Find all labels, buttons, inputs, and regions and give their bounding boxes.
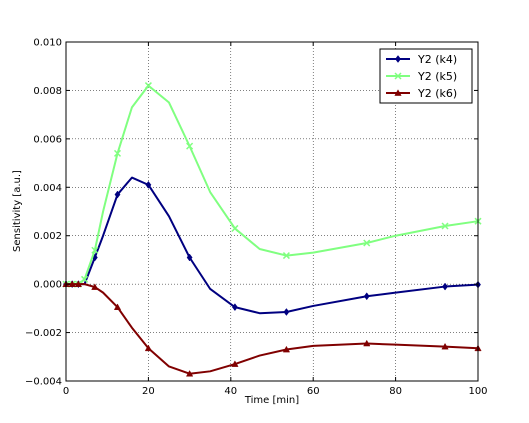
series-3-point: [74, 280, 82, 287]
series-2-point: [282, 252, 290, 260]
x-tick-label: 100: [468, 386, 487, 397]
y-tick-label: 0.008: [33, 86, 62, 97]
series-2-point-stroke: [91, 246, 99, 254]
legend-marker: [394, 72, 402, 80]
series-2-point: [91, 246, 99, 254]
series-2-point-stroke: [441, 222, 449, 230]
y-tick-label: −0.004: [25, 377, 62, 388]
series-3-point: [68, 280, 76, 287]
series-1-point: [442, 282, 448, 291]
x-axis-label: Time [min]: [244, 395, 299, 406]
series-3-point: [185, 370, 194, 377]
series-1-point: [363, 292, 370, 301]
y-axis-label: Sensitivity [a.u.]: [12, 170, 23, 252]
series-1-point: [186, 253, 193, 262]
legend-label: Y2 (k4): [417, 53, 457, 66]
legend-entry: Y2 (k4): [386, 53, 457, 66]
series-1-point: [145, 180, 152, 189]
legend-marker-stroke: [394, 72, 402, 80]
axis-ticks: 0 20 40 60 80 100 −0.004 −0.002 0.000 0.002 0.004 0…: [25, 38, 488, 398]
series-2-point: [441, 222, 449, 230]
series-1-point: [114, 190, 121, 199]
x-tick-label: 40: [224, 386, 237, 397]
series-2-point-stroke: [81, 275, 89, 283]
series-2-point-stroke: [186, 142, 194, 150]
series-2-point: [144, 82, 152, 90]
series-2-point-stroke: [231, 224, 239, 232]
series-2-point: [363, 239, 371, 247]
legend-label: Y2 (k6): [417, 87, 457, 100]
series-2-line: [66, 84, 479, 286]
x-tick-label: 0: [63, 386, 69, 397]
legend-marker: [395, 55, 401, 63]
series-2-point: [81, 275, 89, 283]
y-tick-label: −0.002: [25, 328, 62, 339]
series-3-line: [66, 283, 479, 375]
series-3-point: [441, 342, 449, 350]
x-tick-label: 80: [389, 386, 402, 397]
y-tick-label: 0.000: [33, 280, 62, 291]
legend-entry: Y2 (k5): [386, 70, 457, 83]
y-tick-label: 0.006: [33, 134, 62, 145]
series-3-point: [363, 339, 371, 347]
series-3-point: [144, 344, 153, 352]
series-2-point-stroke: [144, 82, 152, 90]
y-tick-label: 0.010: [33, 38, 62, 49]
y-tick-label: 0.002: [33, 231, 62, 242]
x-tick-label: 20: [142, 386, 155, 397]
series-3-point: [91, 283, 99, 290]
series-2-point: [186, 142, 194, 150]
series-2-point: [231, 224, 239, 232]
x-tick-label: 60: [307, 386, 320, 397]
plot-frame: [65, 41, 479, 382]
series-1-point: [231, 303, 238, 312]
series-2-point-stroke: [282, 252, 290, 260]
series-2-point-stroke: [363, 239, 371, 247]
legend-label: Y2 (k5): [417, 70, 457, 83]
series-2-point-stroke: [113, 149, 122, 157]
series-1-line: [66, 176, 479, 315]
grid-lines: [66, 42, 478, 381]
series-3-point: [113, 303, 122, 310]
series-3-point: [282, 345, 291, 353]
legend-marker: [394, 89, 402, 96]
y-tick-label: 0.004: [33, 183, 62, 194]
series-2-point: [113, 149, 122, 157]
legend: Y2 (k4) Y2 (k5) Y2 (k6): [379, 48, 473, 104]
series-1-point: [283, 308, 290, 316]
series-3-point: [231, 360, 239, 367]
legend-entry: Y2 (k6): [386, 87, 457, 100]
